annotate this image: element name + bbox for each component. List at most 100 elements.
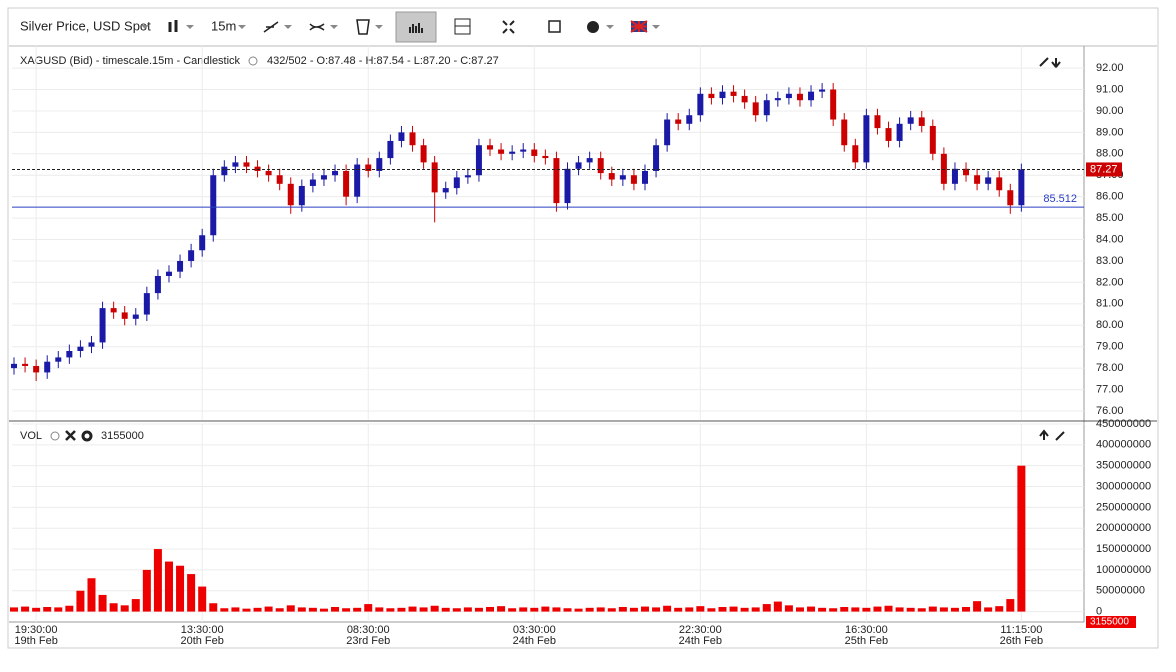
x-tick-date: 25th Feb <box>845 635 888 647</box>
candle-body <box>199 235 206 251</box>
candle-body <box>653 145 660 171</box>
candle-body <box>874 115 881 129</box>
delete-icon[interactable] <box>356 19 370 35</box>
y-tick-label: 85.00 <box>1096 212 1124 224</box>
volume-bar <box>474 607 483 612</box>
volume-bar <box>840 606 849 612</box>
pane-controls[interactable] <box>1039 429 1065 441</box>
volume-bar <box>596 607 605 612</box>
y-tick-label: 50000000 <box>1096 585 1145 597</box>
candle-body <box>44 361 51 373</box>
draw-tool-icon[interactable] <box>263 21 279 33</box>
volume-bar <box>54 607 63 612</box>
volume-bar <box>508 608 517 612</box>
candle-body <box>431 162 438 193</box>
volume-bar <box>984 607 993 612</box>
y-tick-label: 77.00 <box>1096 383 1124 395</box>
volume-bar <box>463 607 472 612</box>
candle-body <box>398 132 405 141</box>
candle-body <box>121 312 128 319</box>
x-tick-date: 23rd Feb <box>346 635 390 647</box>
candle-body <box>896 123 903 141</box>
volume-bar <box>928 606 937 612</box>
volume-bar <box>1017 465 1026 612</box>
candle-body <box>785 93 792 99</box>
ohlc-info: 432/502 - O:87.48 - H:87.54 - L:87.20 - … <box>267 55 499 67</box>
candle-body <box>354 164 361 197</box>
y-tick-label: 250000000 <box>1096 501 1151 513</box>
volume-bar <box>784 605 793 612</box>
candle-body <box>951 168 958 184</box>
volume-bar <box>718 606 727 612</box>
volume-bar <box>264 606 273 612</box>
close-icon[interactable] <box>65 430 76 441</box>
flag-cross <box>630 20 648 33</box>
candle-body <box>586 158 593 163</box>
candle-body <box>763 100 770 116</box>
volume-bar <box>286 605 295 612</box>
x-tick-label: 03:30:00 24th Feb <box>513 624 556 647</box>
y-tick-label: 150000000 <box>1096 543 1151 555</box>
candle-body <box>819 89 826 92</box>
candle-body <box>110 308 117 313</box>
volume-bar <box>187 574 196 612</box>
y-tick-label: 81.00 <box>1096 298 1124 310</box>
volume-bar <box>131 599 140 612</box>
volume-bar <box>563 608 572 612</box>
candle-body <box>409 132 416 146</box>
volume-bar <box>818 607 827 612</box>
candle-body <box>343 170 350 197</box>
x-tick-date: 24th Feb <box>513 635 556 647</box>
volume-bar <box>342 608 351 612</box>
candle-body <box>597 158 604 174</box>
indicator-icon[interactable] <box>309 23 325 31</box>
candle-body <box>287 183 294 206</box>
settings-icon[interactable] <box>81 430 93 442</box>
dropdown-arrow <box>330 25 338 29</box>
volume-bar <box>530 607 539 612</box>
timescale-selector[interactable]: 15m <box>211 18 236 33</box>
zoom-icon[interactable] <box>502 20 515 34</box>
volume-bar <box>441 607 450 612</box>
candle-body <box>221 166 228 176</box>
candle-body <box>33 365 40 373</box>
volume-bar <box>98 594 107 612</box>
x-tick-time: 08:30:00 <box>347 624 390 636</box>
y-tick-label: 76.00 <box>1096 405 1124 417</box>
volume-bar <box>851 607 860 612</box>
volume-bar <box>829 608 838 612</box>
y-tick-label: 86.00 <box>1096 191 1124 203</box>
candle-body <box>487 145 494 150</box>
x-tick-time: 19:30:00 <box>15 624 58 636</box>
x-tick-date: 24th Feb <box>679 635 722 647</box>
fit-icon[interactable] <box>548 20 561 33</box>
candle-body <box>619 175 626 180</box>
y-tick-label: 0 <box>1096 605 1102 617</box>
volume-bar <box>707 608 716 612</box>
eye-icon[interactable] <box>248 56 258 66</box>
last-price-tag <box>1086 162 1122 177</box>
candle-body <box>885 128 892 141</box>
candle-body <box>365 164 372 171</box>
eye-icon[interactable] <box>50 431 60 441</box>
instrument-selector[interactable]: Silver Price, USD Spot <box>20 18 151 33</box>
volume-bar <box>950 607 959 612</box>
candle-body <box>708 93 715 99</box>
volume-bar <box>973 601 982 612</box>
x-tick-label: 19:30:00 19th Feb <box>14 624 57 647</box>
volume-icon <box>409 23 423 33</box>
volume-bar <box>176 565 185 612</box>
chart-type-icon[interactable] <box>168 20 178 32</box>
pane-controls[interactable] <box>1039 57 1061 69</box>
y-tick-label: 83.00 <box>1096 255 1124 267</box>
volume-bar <box>740 607 749 612</box>
candle-body <box>188 250 195 261</box>
x-tick-time: 16:30:00 <box>845 624 888 636</box>
volume-bar <box>795 607 804 612</box>
theme-icon[interactable] <box>587 21 599 33</box>
volume-bar <box>585 607 594 612</box>
candle-body <box>66 350 73 358</box>
volume-bar <box>607 608 616 612</box>
